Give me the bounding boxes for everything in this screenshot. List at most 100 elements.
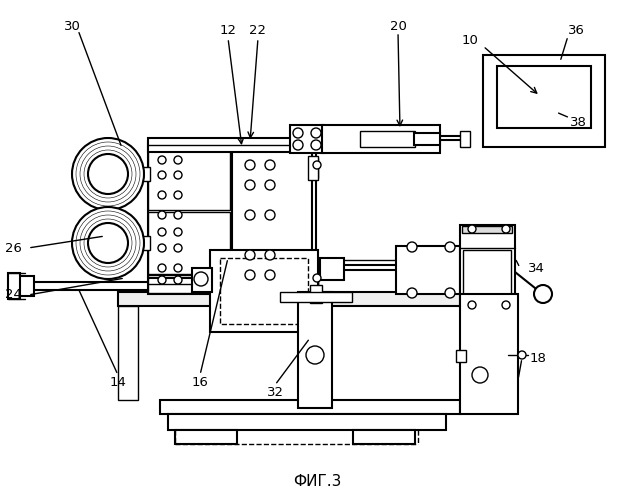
Circle shape	[245, 270, 255, 280]
Circle shape	[158, 171, 166, 179]
Bar	[160, 400, 460, 414]
Circle shape	[265, 160, 275, 170]
Bar	[118, 292, 498, 306]
Circle shape	[245, 210, 255, 220]
Text: 22: 22	[250, 24, 266, 36]
Bar	[353, 430, 415, 444]
Text: 30: 30	[63, 20, 81, 32]
Bar	[290, 125, 324, 153]
Circle shape	[313, 274, 321, 282]
Text: 36: 36	[567, 24, 585, 36]
Circle shape	[194, 272, 208, 286]
Bar	[16, 276, 34, 296]
Circle shape	[158, 228, 166, 236]
Bar	[118, 306, 138, 400]
Bar	[310, 268, 318, 288]
Circle shape	[174, 171, 182, 179]
Bar	[148, 275, 230, 293]
Bar	[175, 430, 237, 444]
Text: 16: 16	[191, 376, 209, 388]
Circle shape	[468, 225, 476, 233]
Bar	[462, 226, 512, 233]
Bar	[298, 292, 332, 408]
Bar	[310, 158, 318, 178]
Text: 12: 12	[219, 24, 236, 36]
Bar	[106, 167, 150, 181]
Circle shape	[311, 140, 321, 150]
Circle shape	[306, 346, 324, 364]
Circle shape	[468, 301, 476, 309]
Bar	[280, 292, 352, 302]
Circle shape	[265, 250, 275, 260]
Circle shape	[445, 288, 455, 298]
Bar	[210, 250, 318, 332]
Circle shape	[265, 210, 275, 220]
Text: 20: 20	[389, 20, 406, 32]
Circle shape	[158, 276, 166, 284]
Circle shape	[174, 228, 182, 236]
Circle shape	[265, 270, 275, 280]
Circle shape	[158, 244, 166, 252]
Text: 18: 18	[530, 352, 547, 364]
Bar	[148, 145, 230, 210]
Bar	[148, 138, 360, 152]
Circle shape	[174, 264, 182, 272]
Circle shape	[158, 264, 166, 272]
Bar	[396, 246, 460, 294]
Bar	[8, 273, 20, 299]
Text: 26: 26	[5, 242, 22, 254]
Bar	[497, 66, 591, 128]
Bar	[462, 300, 512, 307]
Circle shape	[407, 288, 417, 298]
Circle shape	[265, 180, 275, 190]
Circle shape	[311, 128, 321, 138]
Circle shape	[245, 250, 255, 260]
Bar	[460, 225, 515, 307]
Circle shape	[88, 223, 128, 263]
Bar	[483, 55, 605, 147]
Text: 24: 24	[5, 288, 22, 302]
Circle shape	[174, 156, 182, 164]
Bar	[456, 350, 466, 362]
Circle shape	[293, 128, 303, 138]
Circle shape	[72, 138, 144, 210]
Circle shape	[407, 242, 417, 252]
Bar	[220, 258, 308, 324]
Text: 38: 38	[569, 116, 586, 128]
Circle shape	[174, 276, 182, 284]
Bar	[320, 258, 344, 280]
Text: 10: 10	[461, 34, 478, 46]
Circle shape	[502, 225, 510, 233]
Bar	[360, 131, 415, 147]
Circle shape	[534, 285, 552, 303]
Bar	[148, 142, 316, 294]
Circle shape	[158, 211, 166, 219]
Circle shape	[158, 156, 166, 164]
Text: 32: 32	[266, 386, 283, 398]
Bar	[168, 414, 446, 430]
Circle shape	[174, 211, 182, 219]
Circle shape	[472, 367, 488, 383]
Circle shape	[445, 242, 455, 252]
Circle shape	[313, 161, 321, 169]
Bar	[463, 250, 511, 298]
Circle shape	[518, 351, 526, 359]
Circle shape	[502, 301, 510, 309]
Bar	[322, 125, 440, 153]
Bar	[148, 212, 230, 274]
Text: 34: 34	[528, 262, 545, 274]
Bar	[308, 156, 318, 180]
Circle shape	[174, 244, 182, 252]
Circle shape	[245, 180, 255, 190]
Bar	[310, 285, 322, 303]
Bar	[460, 294, 518, 414]
Text: 14: 14	[110, 376, 126, 388]
Bar	[414, 133, 440, 145]
Bar	[106, 236, 150, 250]
Text: ФИГ.3: ФИГ.3	[293, 474, 341, 490]
Bar	[460, 131, 470, 147]
Circle shape	[174, 191, 182, 199]
Bar	[308, 266, 318, 290]
Bar	[192, 268, 212, 292]
Bar	[232, 148, 312, 292]
